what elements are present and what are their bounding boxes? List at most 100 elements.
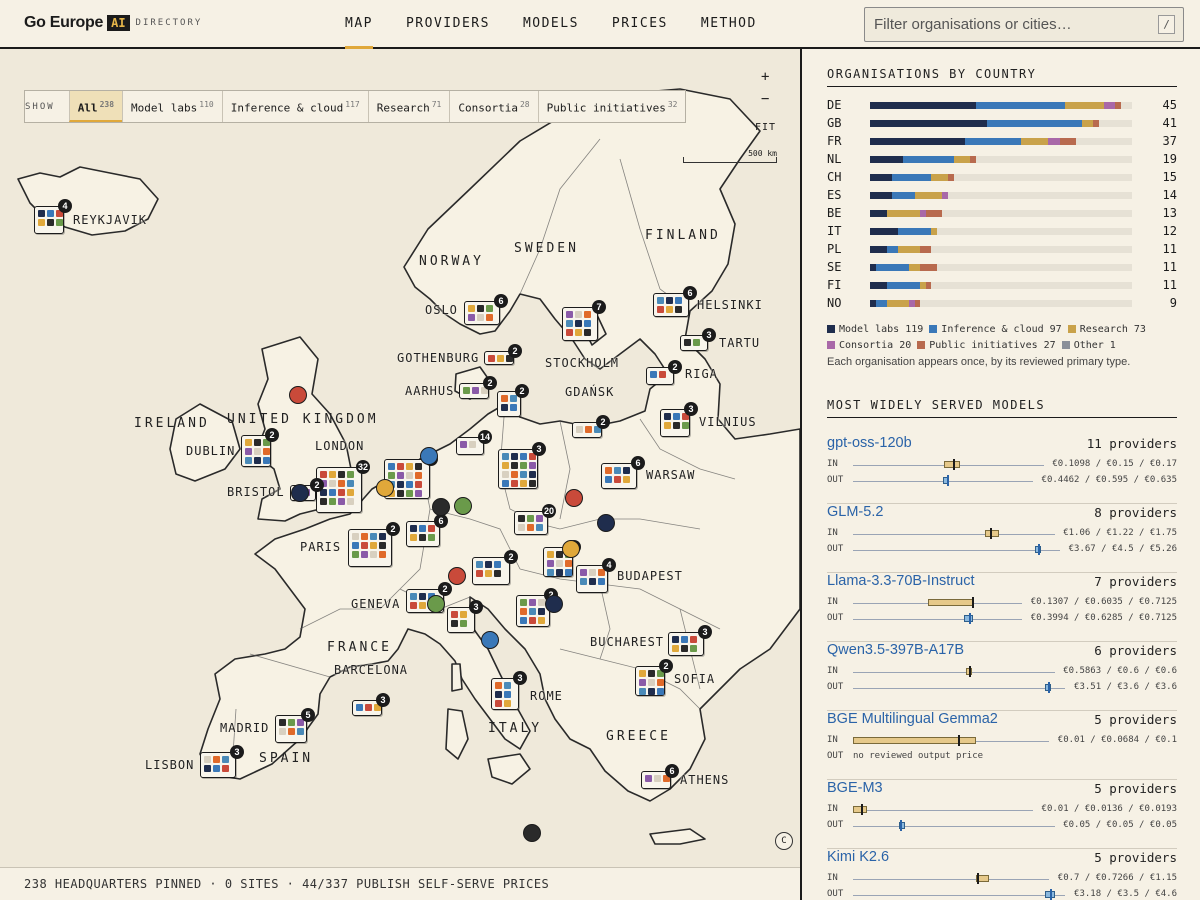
filter-model-labs[interactable]: Model labs 110 (122, 91, 222, 122)
bar-segment-research (886, 300, 909, 307)
zoom-out-button[interactable]: − (761, 91, 770, 107)
nav-prices[interactable]: PRICES (611, 16, 668, 31)
logo[interactable]: Go Europe AI DIRECTORY (24, 14, 202, 32)
price-range-box (943, 461, 960, 468)
single-org-pin[interactable] (454, 497, 472, 515)
filter-public-initiatives[interactable]: Public initiatives 32 (537, 91, 686, 122)
hq-cluster-pin[interactable]: 20 (514, 504, 556, 535)
filter-consortia[interactable]: Consortia 28 (449, 91, 537, 122)
nav-map[interactable]: MAP (345, 0, 373, 49)
city-label: DUBLIN (186, 444, 236, 458)
country-row[interactable]: NL 19 (827, 151, 1177, 169)
org-logo (666, 297, 673, 304)
org-logo (690, 645, 697, 652)
hq-cluster-pin[interactable]: 3 (498, 442, 546, 489)
hq-cluster-pin[interactable]: 2 (241, 428, 279, 467)
nav-providers[interactable]: PROVIDERS (405, 16, 490, 31)
nav-models[interactable]: MODELS (522, 16, 579, 31)
hq-cluster-pin[interactable]: 2 (646, 360, 682, 385)
country-row[interactable]: IT 12 (827, 223, 1177, 241)
country-row[interactable]: FI 11 (827, 277, 1177, 295)
model-name-link[interactable]: Qwen3.5-397B-A17B (827, 642, 965, 658)
single-org-pin[interactable] (427, 595, 445, 613)
country-row[interactable]: PL 11 (827, 241, 1177, 259)
country-code: PL (827, 242, 842, 256)
single-org-pin[interactable] (291, 484, 309, 502)
hq-cluster-pin[interactable]: 3 (352, 693, 390, 716)
hq-cluster-pin[interactable]: 14 (456, 430, 492, 455)
filter-input[interactable] (865, 8, 1145, 41)
hq-cluster-pin[interactable]: 2 (484, 344, 522, 365)
single-org-pin[interactable] (523, 824, 541, 842)
org-logo (648, 688, 655, 695)
country-row[interactable]: GB 41 (827, 115, 1177, 133)
single-org-pin[interactable] (448, 567, 466, 585)
filter-all[interactable]: All 238 (68, 91, 123, 122)
single-org-pin[interactable] (481, 631, 499, 649)
single-org-pin[interactable] (420, 447, 438, 465)
hq-cluster-pin[interactable]: 2 (348, 522, 400, 567)
filter-research[interactable]: Research 71 (367, 91, 450, 122)
country-row[interactable]: CH 15 (827, 169, 1177, 187)
country-stacked-bar (870, 300, 1132, 307)
single-org-pin[interactable] (289, 386, 307, 404)
country-row[interactable]: ES 14 (827, 187, 1177, 205)
hq-cluster-pin[interactable]: 2 (635, 659, 673, 696)
single-org-pin[interactable] (562, 540, 580, 558)
hq-cluster-pin[interactable]: 3 (491, 671, 527, 710)
org-logo (520, 453, 527, 460)
model-name-link[interactable]: BGE-M3 (827, 780, 883, 796)
price-kind-label: IN (827, 873, 838, 883)
country-code: ES (827, 188, 842, 202)
nav-method[interactable]: METHOD (700, 16, 757, 31)
single-org-pin[interactable] (432, 498, 450, 516)
hq-cluster-pin[interactable]: 3 (680, 328, 716, 351)
hq-cluster-pin[interactable]: 4 (34, 199, 72, 234)
hq-cluster-pin[interactable]: 3 (668, 625, 712, 656)
hq-cluster-pin[interactable]: 6 (641, 764, 679, 789)
hq-cluster-pin[interactable]: 32 (316, 460, 370, 513)
country-label: SWEDEN (514, 241, 579, 256)
attribution-button[interactable]: C (775, 832, 793, 850)
model-name-link[interactable]: gpt-oss-120b (827, 435, 912, 451)
cluster-count-badge: 2 (438, 582, 452, 596)
single-org-pin[interactable] (565, 489, 583, 507)
model-name-link[interactable]: BGE Multilingual Gemma2 (827, 711, 998, 727)
country-row[interactable]: FR 37 (827, 133, 1177, 151)
hq-cluster-pin[interactable]: 2 (472, 550, 518, 585)
filter-inference-cloud[interactable]: Inference & cloud 117 (221, 91, 368, 122)
hq-cluster-pin[interactable]: 6 (601, 456, 645, 489)
single-org-pin[interactable] (545, 595, 563, 613)
hq-cluster-pin[interactable]: 4 (576, 558, 616, 593)
hq-cluster-pin[interactable]: 3 (447, 600, 483, 633)
model-name-link[interactable]: GLM-5.2 (827, 504, 884, 520)
hq-cluster-pin[interactable]: 6 (464, 294, 508, 325)
europe-map[interactable]: IRELAND UNITED KINGDOM NORWAY SWEDEN FIN… (0, 49, 800, 867)
zoom-in-button[interactable]: + (761, 69, 770, 85)
hq-cluster-pin[interactable]: 7 (562, 300, 606, 341)
model-name-link[interactable]: Llama-3.3-70B-Instruct (827, 573, 975, 589)
fit-button[interactable]: FIT (755, 122, 777, 133)
hq-cluster-pin[interactable]: 2 (497, 384, 529, 417)
hq-cluster-pin[interactable]: 2 (459, 376, 497, 399)
hq-cluster-pin[interactable]: 2 (572, 415, 610, 438)
country-row[interactable]: BE 13 (827, 205, 1177, 223)
input-price-row: IN €0.1307 / €0.6035 / €0.7125 (827, 597, 1177, 609)
hq-cluster-pin[interactable]: 6 (406, 514, 448, 547)
price-values: €0.5863 / €0.6 / €0.6 (1060, 666, 1177, 676)
hq-cluster-pin[interactable]: 5 (275, 708, 315, 743)
price-kind-label: OUT (827, 544, 844, 554)
hq-cluster-pin[interactable]: 3 (200, 745, 244, 778)
country-row[interactable]: SE 11 (827, 259, 1177, 277)
hq-cluster-pin[interactable]: 6 (653, 286, 697, 317)
hq-cluster-pin[interactable]: 3 (660, 402, 698, 437)
bar-segment-labs (870, 210, 887, 217)
city-label: VILNIUS (699, 415, 757, 429)
legend-label: Consortia 20 (839, 340, 912, 351)
single-org-pin[interactable] (597, 514, 615, 532)
country-row[interactable]: DE 45 (827, 97, 1177, 115)
single-org-pin[interactable] (376, 479, 394, 497)
country-row[interactable]: NO 9 (827, 295, 1177, 313)
model-name-link[interactable]: Kimi K2.6 (827, 849, 890, 865)
org-logo (527, 524, 534, 531)
